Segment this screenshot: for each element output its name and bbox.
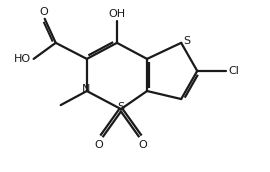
Text: HO: HO — [14, 54, 31, 64]
Text: O: O — [94, 140, 103, 150]
Text: O: O — [139, 140, 147, 150]
Text: O: O — [39, 7, 48, 17]
Text: Cl: Cl — [228, 66, 239, 76]
Text: S: S — [117, 103, 124, 112]
Text: S: S — [184, 36, 191, 46]
Text: OH: OH — [108, 9, 126, 19]
Text: N: N — [82, 84, 90, 94]
